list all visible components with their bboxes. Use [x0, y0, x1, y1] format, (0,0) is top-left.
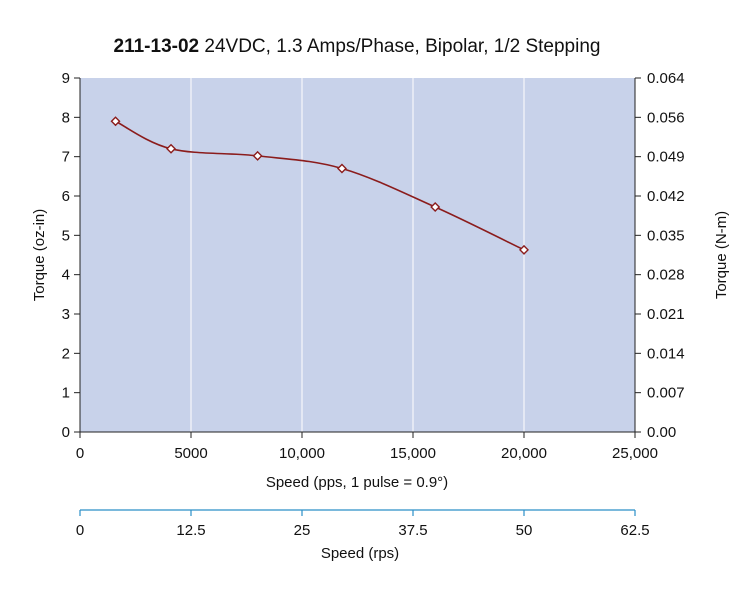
- x2-tick-label: 50: [516, 522, 533, 539]
- data-point-marker: [519, 244, 529, 255]
- data-point-marker: [252, 150, 263, 161]
- y-axis-label: Torque (oz-in): [31, 209, 48, 302]
- y-tick-label: 8: [62, 109, 70, 126]
- x2-axis-label: Speed (rps): [321, 545, 399, 562]
- data-points: [110, 116, 529, 255]
- data-point-marker: [110, 116, 121, 127]
- x-tick-label: 15,000: [390, 445, 436, 462]
- y-tick-label: 7: [62, 149, 70, 166]
- y2-tick-label: 0.056: [647, 109, 685, 126]
- chart-title: 211-13-02 24VDC, 1.3 Amps/Phase, Bipolar…: [114, 36, 601, 57]
- x-tick-label: 25,000: [612, 445, 658, 462]
- y2-tick-label: 0.00: [647, 424, 676, 441]
- y-tick-label: 1: [62, 385, 70, 402]
- y2-tick-label: 0.042: [647, 188, 685, 205]
- x-axis-label: Speed (pps, 1 pulse = 0.9°): [266, 474, 448, 491]
- y2-tick-label: 0.064: [647, 70, 685, 87]
- y-tick-label: 5: [62, 227, 70, 244]
- data-point-marker: [166, 143, 177, 154]
- y-tick-label: 6: [62, 188, 70, 205]
- x-tick-label: 10,000: [279, 445, 325, 462]
- y2-tick-label: 0.028: [647, 267, 685, 284]
- y2-tick-label: 0.035: [647, 227, 685, 244]
- x2-tick-label: 12.5: [176, 522, 205, 539]
- x2-tick-label: 62.5: [620, 522, 649, 539]
- gridlines: [190, 78, 525, 432]
- y-tick-label: 3: [62, 306, 70, 323]
- x-tick-label: 5000: [174, 445, 207, 462]
- y2-tick-label: 0.049: [647, 149, 685, 166]
- x2-tick-label: 0: [76, 522, 84, 539]
- y2-tick-label: 0.007: [647, 385, 685, 402]
- y-tick-label: 0: [62, 424, 70, 441]
- plot-area: [80, 78, 635, 432]
- data-point-marker: [430, 202, 441, 213]
- x2-tick-label: 25: [294, 522, 311, 539]
- tick-labels: 0 0.00 1 0.007 2 0.014 3 0.021 4 0.028 5 0.035 6 0.04…: [62, 70, 685, 539]
- data-point-marker: [336, 163, 347, 174]
- x-tick-label: 20,000: [501, 445, 547, 462]
- x-tick-label: 0: [76, 445, 84, 462]
- y2-tick-label: 0.014: [647, 345, 685, 362]
- y-tick-label: 9: [62, 70, 70, 87]
- chart-title-part-number: 211-13-02: [114, 36, 200, 57]
- y-tick-label: 4: [62, 267, 70, 284]
- axes: [74, 77, 641, 516]
- x2-tick-label: 37.5: [398, 522, 427, 539]
- chart-title-description: 24VDC, 1.3 Amps/Phase, Bipolar, 1/2 Step…: [199, 36, 600, 57]
- y2-axis-label: Torque (N-m): [713, 211, 730, 299]
- y2-tick-label: 0.021: [647, 306, 685, 323]
- y-tick-label: 2: [62, 345, 70, 362]
